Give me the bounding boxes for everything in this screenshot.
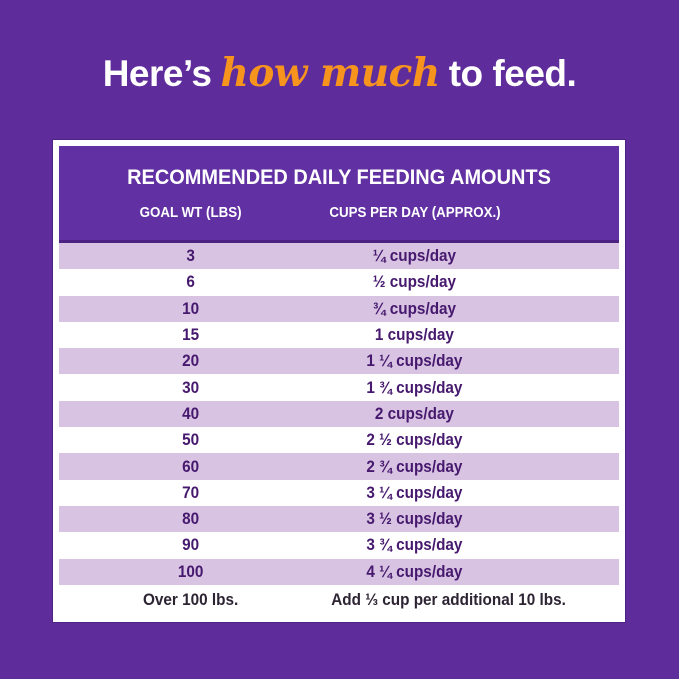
table-row: 15 1 cups/day (59, 321, 619, 349)
goal-wt-cell: 15 (182, 325, 200, 345)
cups-per-day-cell: 3 ¼ cups/day (366, 482, 463, 502)
cups-per-day-cell: 1 cups/day (375, 325, 455, 345)
goal-wt-cell: 60 (182, 456, 200, 476)
table-row: 50 2 ½ cups/day (59, 427, 619, 454)
footer-goal-wt-cell: Over 100 lbs. (142, 589, 239, 609)
table-row: 100 4 ¼ cups/day (59, 558, 619, 585)
cups-per-day-cell: 2 ¾ cups/day (366, 456, 463, 476)
column-header-cups-per-day: CUPS PER DAY (APPROX.) (329, 205, 501, 221)
cups-per-day-cell: 1 ¼ cups/day (366, 351, 463, 371)
footer-cups-cell: Add ⅓ cup per additional 10 lbs. (331, 589, 567, 609)
goal-wt-cell: 50 (182, 430, 200, 450)
cups-per-day-cell: ¾ cups/day (372, 298, 457, 318)
page-title-highlight: how much (220, 50, 440, 96)
table-body: 3 ¼ cups/day 6 ½ cups/day 10 ¾ cups/day 15 1 cu… (59, 243, 619, 585)
cups-per-day-cell: ¼ cups/day (372, 246, 457, 266)
feeding-table-card: RECOMMENDED DAILY FEEDING AMOUNTS GOAL W… (53, 140, 625, 622)
table-row: 80 3 ½ cups/day (59, 505, 619, 533)
goal-wt-cell: 30 (182, 377, 200, 397)
goal-wt-cell: 3 (186, 246, 195, 266)
cups-per-day-cell: 2 ½ cups/day (366, 430, 463, 450)
goal-wt-cell: 20 (182, 351, 200, 371)
cups-per-day-cell: 3 ¾ cups/day (366, 535, 463, 555)
goal-wt-cell: 80 (182, 509, 200, 529)
table-row: 6 ½ cups/day (59, 269, 619, 296)
table-footer-row: Over 100 lbs. Add ⅓ cup per additional 1… (59, 584, 619, 615)
table-row: 3 ¼ cups/day (59, 243, 619, 270)
page-title-suffix: to feed. (448, 53, 577, 94)
cups-per-day-cell: 2 cups/day (375, 403, 455, 423)
cups-per-day-cell: 3 ½ cups/day (366, 509, 463, 529)
column-header-goal-wt: GOAL WT (LBS) (139, 205, 242, 221)
goal-wt-cell: 100 (177, 561, 204, 581)
goal-wt-cell: 6 (186, 272, 195, 292)
table-row: 10 ¾ cups/day (59, 295, 619, 322)
cups-per-day-cell: 1 ¾ cups/day (366, 377, 463, 397)
page-title: Here’s how much to feed. (0, 50, 679, 96)
goal-wt-cell: 90 (182, 535, 200, 555)
table-row: 90 3 ¾ cups/day (59, 532, 619, 559)
table-row: 60 2 ¾ cups/day (59, 453, 619, 480)
table-row: 30 1 ¾ cups/day (59, 374, 619, 401)
goal-wt-cell: 10 (182, 298, 200, 318)
page-title-prefix: Here’s (102, 53, 212, 94)
goal-wt-cell: 70 (182, 482, 200, 502)
column-header-row: GOAL WT (LBS) CUPS PER DAY (APPROX.) (59, 205, 619, 221)
table-row: 70 3 ¼ cups/day (59, 479, 619, 506)
cups-per-day-cell: 4 ¼ cups/day (366, 561, 463, 581)
table-row: 40 2 cups/day (59, 400, 619, 428)
cups-per-day-cell: ½ cups/day (372, 272, 457, 292)
goal-wt-cell: 40 (182, 403, 200, 423)
table-header: RECOMMENDED DAILY FEEDING AMOUNTS GOAL W… (59, 146, 619, 243)
table-row: 20 1 ¼ cups/day (59, 348, 619, 375)
table-title: RECOMMENDED DAILY FEEDING AMOUNTS (127, 166, 551, 189)
